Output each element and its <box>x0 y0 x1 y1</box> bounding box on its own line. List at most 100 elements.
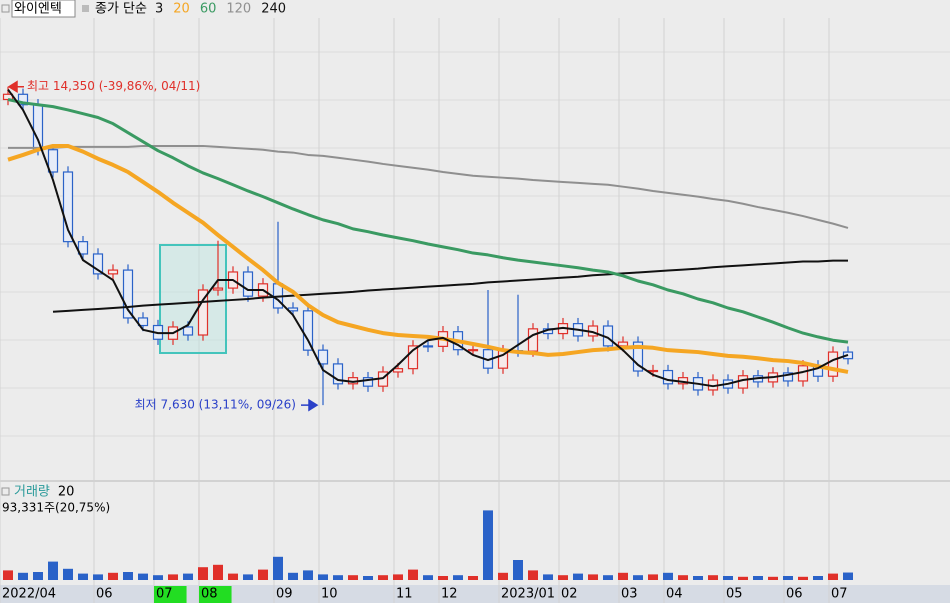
x-tick-label: 04 <box>666 587 683 602</box>
x-tick-label: 02 <box>561 587 578 602</box>
candle-body <box>137 317 149 327</box>
x-tick-label: 07 <box>156 587 173 602</box>
volume-bar <box>108 572 118 580</box>
volume-bar <box>588 574 598 580</box>
candle-body <box>32 104 44 151</box>
volume-bar <box>393 574 403 580</box>
volume-bar <box>678 575 688 580</box>
candle-body <box>17 93 29 106</box>
volume-bar <box>138 573 148 580</box>
volume-bar <box>3 570 13 580</box>
x-tick-label: 12 <box>441 587 458 602</box>
candle-body <box>302 310 314 351</box>
volume-bar <box>378 575 388 580</box>
volume-bar <box>93 574 103 580</box>
ma-label: 종가 단순 <box>95 2 147 17</box>
x-tick-label: 08 <box>201 587 218 602</box>
x-axis-bar <box>0 585 950 603</box>
volume-title: 거래량 <box>14 485 50 500</box>
volume-bar <box>33 572 43 580</box>
candle-body <box>47 149 59 173</box>
icon <box>1 4 10 13</box>
x-tick-label: 06 <box>786 587 803 602</box>
stock-name: 와이엔텍 <box>14 2 62 17</box>
candle-body <box>617 341 629 347</box>
volume-bar <box>483 510 493 580</box>
volume-bar <box>708 575 718 580</box>
volume-bar <box>243 574 253 580</box>
legend-label: 3 <box>155 2 163 17</box>
candle-body <box>242 271 254 297</box>
volume-bar <box>768 576 778 580</box>
ma-line <box>7 88 849 388</box>
volume-bar <box>318 574 328 580</box>
volume-bar <box>753 576 763 580</box>
candle-body <box>782 372 794 382</box>
stock-box <box>11 0 76 18</box>
volume-bar <box>648 574 658 580</box>
volume-bar <box>843 572 853 580</box>
volume-bar <box>63 568 73 580</box>
volume-bar <box>528 570 538 580</box>
volume-bar <box>48 561 58 580</box>
volume-bar <box>408 569 418 580</box>
volume-bar <box>603 575 613 580</box>
legend-label: 20 <box>173 2 190 17</box>
x-tick-label: 11 <box>396 587 413 602</box>
volume-bar <box>18 572 28 580</box>
volume-bar <box>198 567 208 580</box>
volume-bar <box>288 572 298 580</box>
x-tick-label: 07 <box>831 587 848 602</box>
volume-bar <box>828 573 838 580</box>
volume-bar <box>168 574 178 580</box>
volume-bar <box>423 575 433 580</box>
volume-bar <box>663 572 673 580</box>
volume-bar <box>723 576 733 580</box>
candle-body <box>197 289 209 336</box>
low-arrow <box>301 398 319 412</box>
volume-bar <box>543 574 553 580</box>
volume-bar <box>78 573 88 580</box>
volume-bar <box>738 576 748 580</box>
volume-bar <box>693 576 703 580</box>
volume-bar <box>573 573 583 580</box>
volume-bar <box>468 576 478 580</box>
volume-info: 93,331주(20,75%) <box>2 501 110 515</box>
volume-bar <box>303 570 313 580</box>
candle-body <box>77 241 89 255</box>
volume-bar <box>333 575 343 580</box>
volume-bar <box>498 572 508 580</box>
x-tick-label: 10 <box>321 587 338 602</box>
ma-line <box>7 98 849 344</box>
candle-body <box>422 345 434 348</box>
volume-bar <box>228 573 238 580</box>
candle-body <box>632 341 644 372</box>
volume-bar <box>183 573 193 580</box>
icon <box>82 5 89 12</box>
candle-body <box>737 375 749 389</box>
volume-bar <box>513 560 523 580</box>
candle-body <box>827 351 839 377</box>
x-tick-label: 05 <box>726 587 743 602</box>
volume-bar <box>453 575 463 580</box>
volume-bar <box>798 576 808 580</box>
candle-body <box>362 377 374 387</box>
x-tick-label: 06 <box>96 587 113 602</box>
legend-label: 60 <box>200 2 217 17</box>
ma-line <box>7 143 849 374</box>
candle-body <box>287 307 299 312</box>
legend-label: 240 <box>261 2 286 17</box>
x-tick-label: 03 <box>621 587 638 602</box>
volume-bar <box>273 556 283 580</box>
volume-bar <box>363 576 373 580</box>
volume-bar <box>633 575 643 580</box>
candle-body <box>317 349 329 365</box>
candle-body <box>92 253 104 275</box>
legend-label: 120 <box>226 2 251 17</box>
label-highlight <box>154 586 187 603</box>
candle-body <box>392 368 404 373</box>
candle-body <box>107 269 119 275</box>
candle-body <box>527 328 539 352</box>
